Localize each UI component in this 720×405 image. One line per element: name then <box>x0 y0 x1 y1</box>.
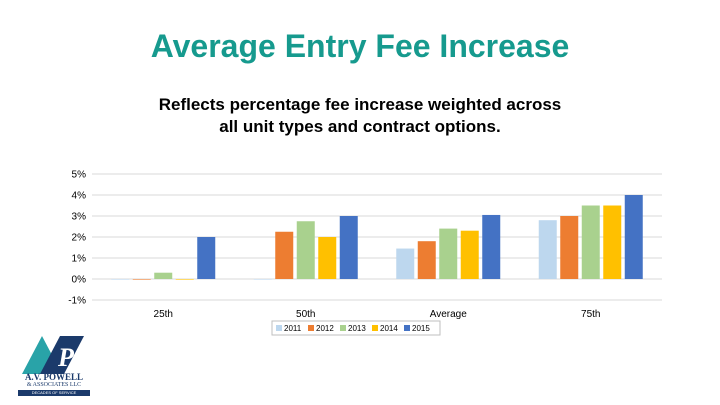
y-tick-label: 1% <box>72 254 87 265</box>
bar <box>417 241 436 279</box>
legend-swatch <box>308 325 314 331</box>
slide-title: Average Entry Fee Increase <box>150 28 570 64</box>
logo-monogram: P <box>57 343 75 372</box>
y-tick-label: 0% <box>72 275 87 286</box>
bar <box>339 216 358 279</box>
legend-swatch <box>340 325 346 331</box>
bar <box>197 237 216 279</box>
logo-company-name: A.V. POWELL <box>24 372 84 382</box>
bar-chart: 5% 4% 3% 2% 1% 0% -1% 25th 50th Average 75th 2011 20… <box>68 170 662 336</box>
bar <box>460 230 479 279</box>
bar <box>253 279 272 280</box>
bar <box>482 214 501 279</box>
legend-label: 2011 <box>284 324 302 333</box>
subtitle-line-1: Reflects percentage fee increase weighte… <box>158 95 562 114</box>
y-tick-label: 4% <box>72 191 87 202</box>
x-tick-label: Average <box>430 309 468 320</box>
bar <box>581 205 600 279</box>
logo-parallelogram <box>40 336 84 374</box>
bar <box>318 237 337 279</box>
bar <box>275 231 294 279</box>
legend-label: 2012 <box>316 324 334 333</box>
bar <box>296 221 315 279</box>
x-tick-label: 50th <box>296 309 315 320</box>
bar <box>603 205 622 279</box>
legend-swatch <box>404 325 410 331</box>
bar <box>132 279 151 280</box>
logo-tagline: DECADES OF SERVICE <box>18 390 90 396</box>
x-tick-label: 75th <box>581 309 600 320</box>
bar <box>560 216 579 279</box>
y-tick-label: -1% <box>68 296 86 307</box>
legend-label: 2015 <box>412 324 430 333</box>
y-tick-label: 3% <box>72 212 87 223</box>
y-tick-label: 2% <box>72 233 87 244</box>
bar <box>154 272 173 279</box>
company-logo: P <box>22 336 84 374</box>
logo-company-suffix: & ASSOCIATES LLC <box>26 382 82 388</box>
bar <box>624 195 643 279</box>
bar <box>538 220 557 279</box>
x-tick-label: 25th <box>154 309 173 320</box>
slide-subtitle: Reflects percentage fee increase weighte… <box>120 94 600 138</box>
legend-label: 2014 <box>380 324 398 333</box>
subtitle-line-2: all unit types and contract options. <box>219 117 501 136</box>
bar <box>396 248 415 279</box>
legend-swatch <box>372 325 378 331</box>
bar <box>111 279 130 280</box>
legend-swatch <box>276 325 282 331</box>
y-tick-label: 5% <box>72 170 87 181</box>
bar <box>439 228 458 279</box>
legend-label: 2013 <box>348 324 366 333</box>
bar <box>175 279 194 280</box>
legend-box <box>271 320 441 336</box>
